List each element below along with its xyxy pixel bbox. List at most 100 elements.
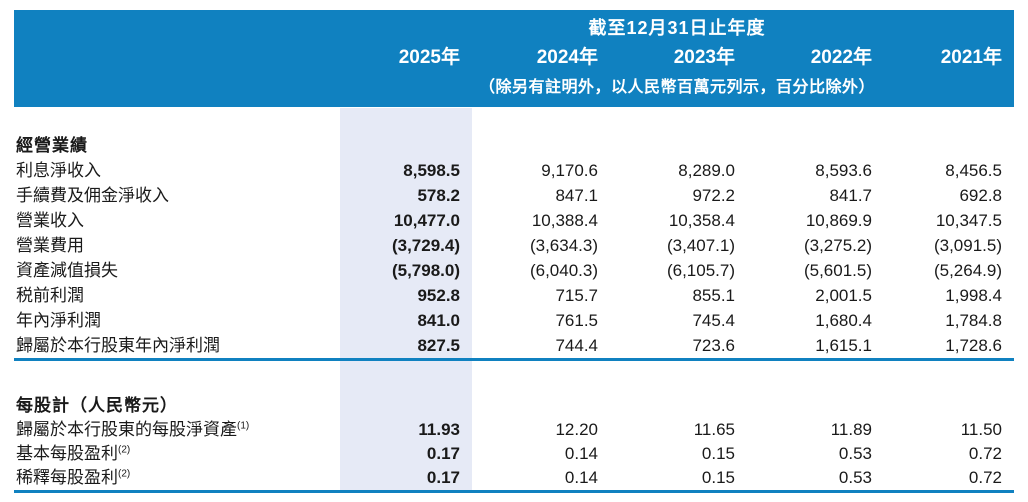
row-label: 營業費用 xyxy=(14,233,340,258)
year-header-row: 2025年 2024年 2023年 2022年 2021年 xyxy=(14,43,1014,73)
section-title-row: 經營業績 xyxy=(14,133,1014,158)
year-header: 2021年 xyxy=(940,47,1002,68)
value-cell: 0.14 xyxy=(564,444,598,463)
value-cell: 10,477.0 xyxy=(393,211,460,230)
table-row: 年內淨利潤 841.0 761.5 745.4 1,680.4 1,784.8 xyxy=(14,308,1014,333)
value-cell: 744.4 xyxy=(555,336,598,355)
section-title: 每股計（人民幣元） xyxy=(16,396,178,415)
value-cell: 1,615.1 xyxy=(815,336,872,355)
value-cell: 827.5 xyxy=(417,336,460,355)
value-cell: 0.53 xyxy=(838,444,872,463)
value-cell: (5,601.5) xyxy=(803,261,872,280)
value-cell: 841.0 xyxy=(417,311,460,330)
value-cell: 12.20 xyxy=(555,420,598,439)
value-cell: 855.1 xyxy=(692,286,735,305)
value-cell: 11.93 xyxy=(418,420,460,439)
row-label-text: 營業收入 xyxy=(16,211,84,230)
table-row: 基本每股盈利(2) 0.17 0.14 0.15 0.53 0.72 xyxy=(14,442,1014,466)
unit-note: （除另有註明外，以人民幣百萬元列示，百分比除外） xyxy=(478,79,875,96)
row-label: 歸屬於本行股東的每股淨資產(1) xyxy=(14,418,340,442)
row-label-text: 利息淨收入 xyxy=(16,161,101,180)
value-cell: (3,729.4) xyxy=(391,236,460,255)
table-row: 稀釋每股盈利(2) 0.17 0.14 0.15 0.53 0.72 xyxy=(14,466,1014,490)
year-header: 2025年 xyxy=(398,47,460,68)
footnote-marker: (1) xyxy=(237,420,250,432)
value-cell: 1,998.4 xyxy=(945,286,1002,305)
row-label-text: 稀釋每股盈利 xyxy=(16,468,118,487)
value-cell: 0.15 xyxy=(701,444,735,463)
value-cell: (5,264.9) xyxy=(933,261,1002,280)
table-row: 税前利潤 952.8 715.7 855.1 2,001.5 1,998.4 xyxy=(14,283,1014,308)
section-title-row: 每股計（人民幣元） xyxy=(14,394,1014,418)
value-cell: 0.15 xyxy=(701,468,735,487)
year-header: 2024年 xyxy=(536,47,598,68)
table-row: 營業費用 (3,729.4) (3,634.3) (3,407.1) (3,275.2)… xyxy=(14,233,1014,258)
row-label: 年內淨利潤 xyxy=(14,308,340,333)
value-cell: 723.6 xyxy=(692,336,735,355)
value-cell: 10,388.4 xyxy=(531,211,598,230)
row-label-text: 資產減值損失 xyxy=(16,261,118,280)
bottom-rule xyxy=(14,490,1014,493)
value-cell: 578.2 xyxy=(417,186,460,205)
table-row: 手續費及佣金淨收入 578.2 847.1 972.2 841.7 692.8 xyxy=(14,183,1014,208)
row-label-text: 歸屬於本行股東的每股淨資產 xyxy=(16,420,237,439)
value-cell: 1,728.6 xyxy=(945,336,1002,355)
value-cell: 8,289.0 xyxy=(678,161,735,180)
value-cell: (3,275.2) xyxy=(803,236,872,255)
value-cell: 8,593.6 xyxy=(815,161,872,180)
value-cell: 0.17 xyxy=(426,468,460,487)
year-header: 2023年 xyxy=(673,47,735,68)
value-cell: (6,105.7) xyxy=(666,261,735,280)
value-cell: 9,170.6 xyxy=(541,161,598,180)
value-cell: 0.72 xyxy=(968,444,1002,463)
value-cell: 10,347.5 xyxy=(935,211,1002,230)
value-cell: 1,680.4 xyxy=(815,311,872,330)
value-cell: 847.1 xyxy=(555,186,598,205)
value-cell: 0.17 xyxy=(426,444,460,463)
value-cell: 0.14 xyxy=(564,468,598,487)
row-label: 營業收入 xyxy=(14,208,340,233)
table-row: 營業收入 10,477.0 10,388.4 10,358.4 10,869.9 10,3… xyxy=(14,208,1014,233)
section-per-share: 每股計（人民幣元） 歸屬於本行股東的每股淨資產(1) 11.93 12.20 11.65… xyxy=(14,394,1014,490)
value-cell: 11.50 xyxy=(960,420,1002,439)
row-label: 資產減值損失 xyxy=(14,258,340,283)
value-cell: 1,784.8 xyxy=(945,311,1002,330)
row-label-text: 年內淨利潤 xyxy=(16,311,101,330)
section-operating-results: 經營業績利息淨收入 8,598.5 9,170.6 8,289.0 8,593.6 8,4… xyxy=(14,133,1014,358)
year-header: 2022年 xyxy=(810,47,872,68)
value-cell: 2,001.5 xyxy=(815,286,872,305)
value-cell: (3,407.1) xyxy=(666,236,735,255)
header-label-spacer xyxy=(14,43,340,73)
value-cell: (6,040.3) xyxy=(529,261,598,280)
table-row: 資產減值損失 (5,798.0) (6,040.3) (6,105.7) (5,601.… xyxy=(14,258,1014,283)
row-label-text: 歸屬於本行股東年內淨利潤 xyxy=(16,336,220,355)
row-label-text: 税前利潤 xyxy=(16,286,84,305)
row-label-text: 營業費用 xyxy=(16,236,84,255)
value-cell: (3,634.3) xyxy=(529,236,598,255)
current-year-column-highlight xyxy=(340,108,472,490)
section-divider-rule xyxy=(14,358,1014,361)
value-cell: (3,091.5) xyxy=(933,236,1002,255)
value-cell: 8,598.5 xyxy=(403,161,460,180)
row-label: 利息淨收入 xyxy=(14,158,340,183)
value-cell: 972.2 xyxy=(692,186,735,205)
value-cell: 0.72 xyxy=(968,468,1002,487)
row-label: 基本每股盈利(2) xyxy=(14,442,340,466)
value-cell: 11.89 xyxy=(830,420,872,439)
value-cell: 952.8 xyxy=(417,286,460,305)
period-title: 截至12月31日止年度 xyxy=(588,18,766,38)
section-title: 經營業績 xyxy=(16,136,88,155)
table-row: 歸屬於本行股東年內淨利潤 827.5 744.4 723.6 1,615.1 1,728.… xyxy=(14,333,1014,358)
row-label-text: 基本每股盈利 xyxy=(16,444,118,463)
table-row: 歸屬於本行股東的每股淨資產(1) 11.93 12.20 11.65 11.89 11.5… xyxy=(14,418,1014,442)
row-label: 稀釋每股盈利(2) xyxy=(14,466,340,490)
value-cell: 10,358.4 xyxy=(668,211,735,230)
value-cell: 8,456.5 xyxy=(945,161,1002,180)
row-label: 税前利潤 xyxy=(14,283,340,308)
value-cell: 10,869.9 xyxy=(805,211,872,230)
value-cell: 11.65 xyxy=(693,420,735,439)
value-cell: 841.7 xyxy=(829,186,872,205)
value-cell: 0.53 xyxy=(838,468,872,487)
table-row: 利息淨收入 8,598.5 9,170.6 8,289.0 8,593.6 8,456.5 xyxy=(14,158,1014,183)
